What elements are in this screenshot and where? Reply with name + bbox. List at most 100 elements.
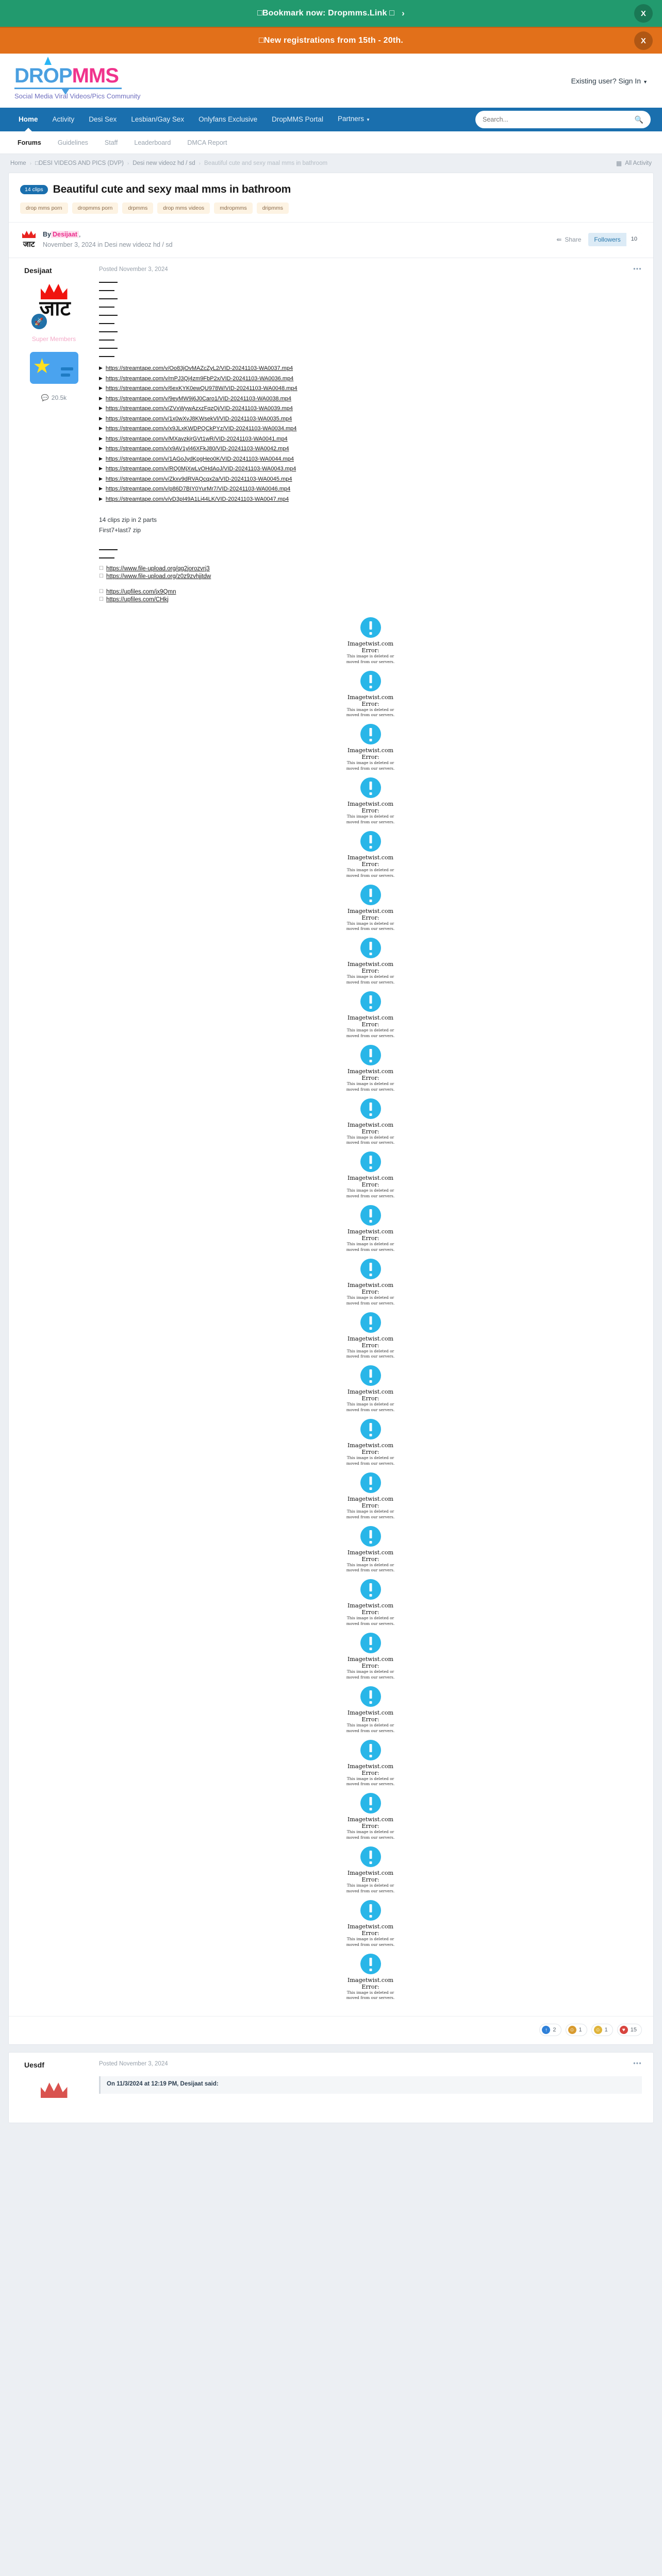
tag-item[interactable]: mdropmms [214, 202, 253, 214]
nav-item-dmca-report[interactable]: DMCA Report [187, 139, 227, 146]
post-author-link[interactable]: Desijaat [24, 266, 52, 275]
byline-author-link[interactable]: Desijaat [51, 231, 79, 238]
close-icon[interactable]: X [634, 4, 653, 23]
breadcrumb-item-desi-videos[interactable]: □DESI VIDEOS AND PICS (DVP) [35, 160, 124, 166]
reaction-like[interactable]: ↑ 2 [539, 2024, 561, 2037]
avatar[interactable]: जाट [20, 231, 38, 248]
streamtape-link[interactable]: https://streamtape.com/v/mPJ3Qj4zm9FbP2x… [105, 375, 294, 382]
list-item[interactable]: ▶ https://streamtape.com/v/9eyMW9j6J0Caro… [99, 395, 642, 403]
streamtape-link[interactable]: https://streamtape.com/v/9eyMW9j6J0Caro1… [105, 395, 292, 402]
list-item[interactable]: ▶ https://streamtape.com/v/ZVxWywAzxzFqzQ… [99, 404, 642, 413]
list-item[interactable]: ▶ https://streamtape.com/v/1x0wXvJ8KWsekV… [99, 415, 642, 423]
tag-item[interactable]: dropmms porn [72, 202, 119, 214]
redacted-line [99, 290, 114, 291]
search-input[interactable] [483, 116, 635, 123]
fileupload-link[interactable]: https://www.file-upload.org/qg2jorozvrj3 [106, 565, 210, 572]
broken-image-placeholder: Imagetwist.com Error: This image is delete… [341, 1633, 400, 1681]
streamtape-link[interactable]: https://streamtape.com/v/vD3pI49A1Li44LK… [105, 496, 289, 502]
share-button[interactable]: ⇚ Share [556, 236, 581, 243]
list-item[interactable]: ▶ https://streamtape.com/v/6exKYK0ewQU978… [99, 384, 642, 393]
upfiles-link[interactable]: https://upfiles.com/jx9Qmn [106, 588, 176, 595]
list-item[interactable]: ▶ https://streamtape.com/v/vD3pI49A1Li44L… [99, 495, 642, 504]
post-options-button[interactable]: ••• [633, 2061, 642, 2067]
nav-item-guidelines[interactable]: Guidelines [57, 139, 88, 146]
streamtape-link[interactable]: https://streamtape.com/v/1AGoJydKpgHeo0K… [105, 455, 294, 462]
search-icon[interactable]: 🔍 [634, 115, 643, 124]
breadcrumb-item-desi-new-videoz[interactable]: Desi new videoz hd / sd [133, 160, 195, 166]
nav-item-leaderboard[interactable]: Leaderboard [134, 139, 171, 146]
site-logo[interactable]: DROPMMS Social Media Viral Videos/Pics C… [14, 57, 140, 100]
avatar[interactable] [29, 2077, 79, 2108]
logo-wordmark: DROPMMS [14, 57, 140, 86]
streamtape-link[interactable]: https://streamtape.com/v/1x0wXvJ8KWsekVl… [105, 415, 292, 422]
quoted-post[interactable]: On 11/3/2024 at 12:19 PM, Desijaat said: [99, 2076, 642, 2094]
list-item[interactable]: ☐ https://upfiles.com/jx9Qmn [99, 589, 642, 595]
list-item[interactable]: ▶ https://streamtape.com/v/mPJ3Qj4zm9FbP2… [99, 375, 642, 383]
streamtape-link[interactable]: https://streamtape.com/v/6exKYK0ewQU978W… [105, 385, 297, 392]
streamtape-link[interactable]: https://streamtape.com/v/Zkxv9dRVAQcqx2a… [105, 476, 292, 482]
streamtape-link[interactable]: https://streamtape.com/v/Oo83jOvMAZcZyL2… [105, 365, 293, 371]
nav-item-staff[interactable]: Staff [104, 139, 118, 146]
all-activity-link[interactable]: ▦ All Activity [616, 160, 652, 167]
thanks-icon: ☺ [568, 2026, 576, 2035]
post-options-button[interactable]: ••• [633, 266, 642, 273]
nav-item-onlyfans-exclusive[interactable]: Onlyfans Exclusive [198, 115, 258, 123]
post-author-link[interactable]: Uesdf [24, 2061, 44, 2070]
broken-image-placeholder: Imagetwist.com Error: This image is delete… [341, 938, 400, 986]
list-item[interactable]: ▶ https://streamtape.com/v/1AGoJydKpgHeo0… [99, 455, 642, 464]
haha-icon: ☺ [593, 2026, 602, 2035]
nav-item-desi-sex[interactable]: Desi Sex [89, 115, 117, 123]
streamtape-link[interactable]: https://streamtape.com/v/ZVxWywAzxzFqzQj… [105, 405, 293, 412]
list-item[interactable]: ▶ https://streamtape.com/v/x9JLxKWDPQCkPY… [99, 425, 642, 433]
broken-image-placeholder: Imagetwist.com Error: This image is delete… [341, 1579, 400, 1627]
broken-image-error: Error: [361, 1395, 379, 1402]
streamtape-link[interactable]: https://streamtape.com/v/p86D7BIY0YurMr7… [105, 486, 291, 492]
nav-item-partners[interactable]: Partners ▼ [330, 107, 377, 132]
redacted-line [99, 549, 118, 550]
reaction-love[interactable]: ♥ 15 [617, 2024, 642, 2037]
tag-item[interactable]: drpmms [122, 202, 154, 214]
sign-in-link[interactable]: Existing user? Sign In ▼ [571, 77, 648, 85]
list-item[interactable]: ▶ https://streamtape.com/v/Oo83jOvMAZcZyL… [99, 364, 642, 373]
error-exclamation-icon [360, 1793, 381, 1814]
list-item[interactable]: ☐ https://upfiles.com/CHkj [99, 597, 642, 603]
tag-item[interactable]: drop mms videos [157, 202, 210, 214]
broken-image-placeholder: Imagetwist.com Error: This image is delete… [341, 777, 400, 825]
list-item[interactable]: ☐ https://www.file-upload.org/z0z9zvhjjtd… [99, 573, 642, 580]
nav-item-activity[interactable]: Activity [52, 115, 75, 123]
list-item[interactable]: ▶ https://streamtape.com/v/Zkxv9dRVAQcqx2… [99, 475, 642, 484]
announcement-banner-bookmark[interactable]: □Bookmark now: Dropmms.Link □ › X [0, 0, 662, 27]
reaction-haha[interactable]: ☺ 1 [591, 2024, 613, 2037]
tag-item[interactable]: drop mms porn [20, 202, 68, 214]
breadcrumb-item-home[interactable]: Home [10, 160, 26, 166]
upfiles-link[interactable]: https://upfiles.com/CHkj [106, 596, 169, 603]
followers-button[interactable]: Followers 10 [588, 233, 642, 246]
followers-label: Followers [594, 236, 621, 243]
broken-image-host: Imagetwist.com [347, 801, 393, 808]
streamtape-link[interactable]: https://streamtape.com/v/MXavzkjrGVt1wR/… [105, 435, 288, 442]
list-item[interactable]: ▶ https://streamtape.com/v/RQ0MjXwLvOHdAo… [99, 465, 642, 473]
avatar-initial: जाट [23, 240, 35, 249]
list-item[interactable]: ▶ https://streamtape.com/v/p86D7BIY0YurMr… [99, 485, 642, 494]
close-icon[interactable]: X [634, 31, 653, 50]
avatar[interactable]: जाट 🚀 [29, 283, 79, 332]
nav-item-forums[interactable]: Forums [18, 139, 41, 146]
primary-navigation: Home Activity Desi Sex Lesbian/Gay Sex O… [0, 108, 662, 131]
tag-item[interactable]: dripmms [256, 202, 289, 214]
announcement-banner-registrations[interactable]: □New registrations from 15th - 20th. X [0, 27, 662, 54]
list-item[interactable]: ▶ https://streamtape.com/v/x9AV1yl46XFkJ8… [99, 445, 642, 453]
streamtape-link[interactable]: https://streamtape.com/v/x9JLxKWDPQCkPYz… [105, 426, 297, 432]
reaction-thanks[interactable]: ☺ 1 [565, 2024, 587, 2037]
list-item[interactable]: ▶ https://streamtape.com/v/MXavzkjrGVt1wR… [99, 435, 642, 444]
search-box[interactable]: 🔍 [475, 111, 651, 128]
list-item[interactable]: ☐ https://www.file-upload.org/qg2jorozvrj… [99, 566, 642, 572]
streamtape-link[interactable]: https://streamtape.com/v/RQ0MjXwLvOHdAoJ… [105, 466, 296, 472]
nav-item-dropmms-portal[interactable]: DropMMS Portal [272, 115, 323, 123]
nav-item-lesbian-gay-sex[interactable]: Lesbian/Gay Sex [131, 115, 185, 123]
fileupload-link[interactable]: https://www.file-upload.org/z0z9zvhjjtdw [106, 573, 211, 580]
broken-image-desc: This image is deleted or moved from our … [346, 1295, 395, 1306]
error-exclamation-icon [360, 884, 381, 905]
nav-item-home[interactable]: Home [11, 108, 45, 131]
chevron-right-icon[interactable]: › [402, 8, 405, 18]
streamtape-link[interactable]: https://streamtape.com/v/x9AV1yl46XFkJ80… [105, 446, 289, 452]
